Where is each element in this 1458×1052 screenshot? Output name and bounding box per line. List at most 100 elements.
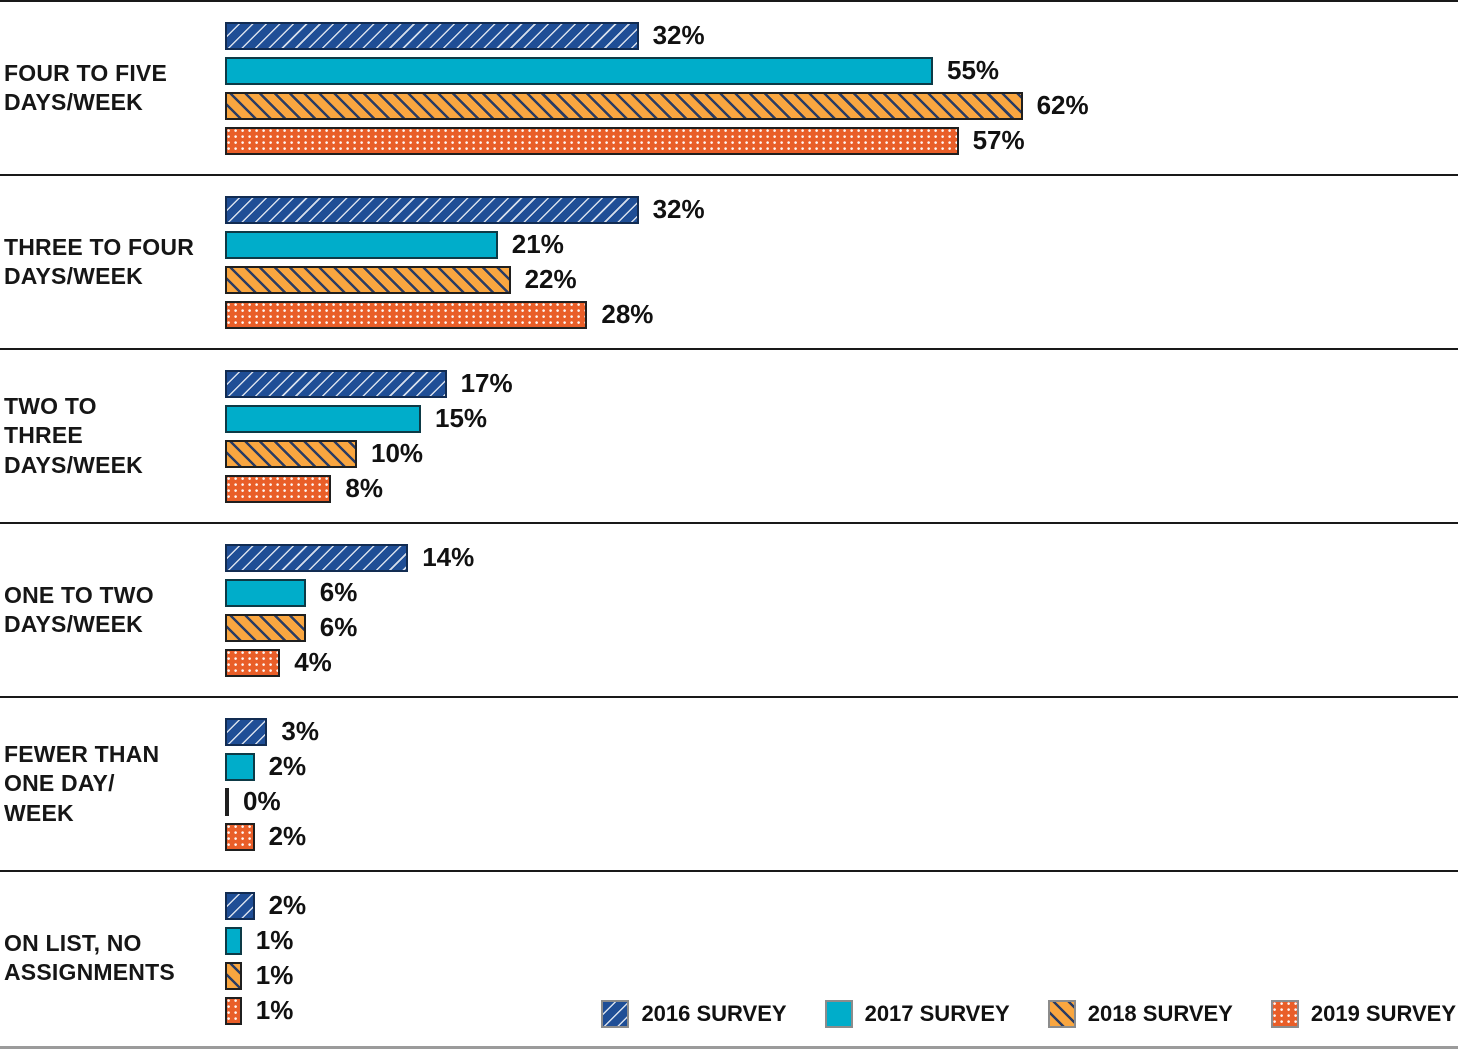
legend-label: 2019 SURVEY bbox=[1310, 1001, 1456, 1026]
bar-2016-survey bbox=[225, 543, 409, 572]
bar-row: 21% bbox=[225, 229, 1458, 259]
bar-group: 2% 1% 1% 1% bbox=[225, 872, 1458, 1044]
bar-2018-survey bbox=[225, 961, 242, 990]
bar-row: 1% bbox=[225, 960, 1458, 990]
value-label: 1% bbox=[255, 995, 294, 1025]
category-group: ONE TO TWO DAYS/WEEK 14% 6% 6% 4% bbox=[0, 522, 1458, 696]
bar-2018-survey bbox=[225, 613, 306, 642]
category-group: ON LIST, NO ASSIGNMENTS 2% 1% 1% 1% bbox=[0, 870, 1458, 1044]
bar-row: 3% bbox=[225, 716, 1458, 746]
bar-row: 1% bbox=[225, 995, 1458, 1025]
bar-row: 62% bbox=[225, 90, 1458, 120]
value-label: 17% bbox=[460, 368, 513, 398]
value-label: 14% bbox=[422, 542, 475, 572]
bar-2019-survey bbox=[225, 300, 588, 329]
legend-label: 2018 SURVEY bbox=[1087, 1001, 1233, 1026]
category-label: TWO TO THREE DAYS/WEEK bbox=[4, 392, 143, 478]
bar-row: 32% bbox=[225, 20, 1458, 50]
value-label: 28% bbox=[601, 299, 654, 329]
bar-2019-survey bbox=[225, 822, 255, 851]
bar-row: 55% bbox=[225, 55, 1458, 85]
value-label: 1% bbox=[255, 960, 294, 990]
bar-group: 32% 55% 62% 57% bbox=[225, 2, 1458, 174]
category-group: THREE TO FOUR DAYS/WEEK 32% 21% 22% 28% bbox=[0, 174, 1458, 348]
legend-swatch-2018-icon bbox=[1047, 1000, 1076, 1028]
bar-2018-survey bbox=[225, 265, 511, 294]
bar-row: 28% bbox=[225, 299, 1458, 329]
legend-label: 2016 SURVEY bbox=[641, 1001, 787, 1026]
value-label: 2% bbox=[268, 821, 307, 851]
bar-row: 6% bbox=[225, 612, 1458, 642]
legend: 2016 SURVEY 2017 SURVEY 2018 SURVEY 2019 SU… bbox=[601, 1000, 1456, 1028]
bar-row: 0% bbox=[225, 786, 1458, 816]
bar-row: 2% bbox=[225, 751, 1458, 781]
value-label: 32% bbox=[652, 20, 705, 50]
category-group: FEWER THAN ONE DAY/ WEEK 3% 2% 0% 2% bbox=[0, 696, 1458, 870]
legend-swatch-2016-icon bbox=[601, 1000, 630, 1028]
category-label: FEWER THAN ONE DAY/ WEEK bbox=[4, 740, 160, 826]
value-label: 15% bbox=[435, 403, 488, 433]
value-label: 32% bbox=[652, 194, 705, 224]
bar-row: 10% bbox=[225, 438, 1458, 468]
value-label: 10% bbox=[371, 438, 424, 468]
value-label: 0% bbox=[243, 786, 281, 816]
bar-row: 1% bbox=[225, 925, 1458, 955]
bar-2017-survey bbox=[225, 578, 306, 607]
bar-2019-survey bbox=[225, 126, 959, 155]
bar-row: 22% bbox=[225, 264, 1458, 294]
value-label: 2% bbox=[268, 890, 307, 920]
bar-2016-survey bbox=[225, 21, 639, 50]
bar-2017-survey bbox=[225, 752, 255, 781]
bar-2017-survey bbox=[225, 230, 498, 259]
category-label: ONE TO TWO DAYS/WEEK bbox=[4, 581, 154, 637]
legend-item-2019: 2019 SURVEY bbox=[1270, 1000, 1456, 1028]
bar-row: 2% bbox=[225, 890, 1458, 920]
category-label: ON LIST, NO ASSIGNMENTS bbox=[4, 929, 175, 985]
value-label: 57% bbox=[972, 125, 1025, 155]
category-group: FOUR TO FIVE DAYS/WEEK 32% 55% 62% 57% bbox=[0, 0, 1458, 174]
bar-row: 2% bbox=[225, 821, 1458, 851]
bar-2016-survey bbox=[225, 195, 639, 224]
value-label: 6% bbox=[319, 577, 358, 607]
bar-2017-survey bbox=[225, 404, 421, 433]
bar-group: 17% 15% 10% 8% bbox=[225, 350, 1458, 522]
value-label: 2% bbox=[268, 751, 307, 781]
bar-row: 15% bbox=[225, 403, 1458, 433]
legend-label: 2017 SURVEY bbox=[864, 1001, 1010, 1026]
bar-group: 14% 6% 6% 4% bbox=[225, 524, 1458, 696]
value-label: 22% bbox=[524, 264, 577, 294]
bar-row: 4% bbox=[225, 647, 1458, 677]
bar-2016-survey bbox=[225, 369, 447, 398]
bar-row: 6% bbox=[225, 577, 1458, 607]
bar-group: 3% 2% 0% 2% bbox=[225, 698, 1458, 870]
category-label: FOUR TO FIVE DAYS/WEEK bbox=[4, 59, 167, 115]
value-label: 4% bbox=[294, 647, 332, 677]
bar-2016-survey bbox=[225, 891, 255, 920]
category-label: THREE TO FOUR DAYS/WEEK bbox=[4, 233, 195, 289]
bar-2017-survey bbox=[225, 56, 933, 85]
bar-2019-survey bbox=[225, 996, 242, 1025]
value-label: 8% bbox=[345, 473, 383, 503]
bar-row: 57% bbox=[225, 125, 1458, 155]
bar-row: 32% bbox=[225, 194, 1458, 224]
bar-row: 14% bbox=[225, 542, 1458, 572]
legend-item-2016: 2016 SURVEY bbox=[601, 1000, 787, 1028]
value-label: 62% bbox=[1036, 90, 1089, 120]
bar-2019-survey bbox=[225, 648, 281, 677]
bar-2018-survey bbox=[225, 91, 1023, 120]
bar-2016-survey bbox=[225, 717, 268, 746]
bar-row: 8% bbox=[225, 473, 1458, 503]
value-label: 6% bbox=[319, 612, 358, 642]
bar-2019-survey bbox=[225, 474, 332, 503]
legend-swatch-2017-icon bbox=[824, 1000, 853, 1028]
bar-row: 17% bbox=[225, 368, 1458, 398]
legend-item-2017: 2017 SURVEY bbox=[824, 1000, 1010, 1028]
category-group: TWO TO THREE DAYS/WEEK 17% 15% 10% 8% bbox=[0, 348, 1458, 522]
value-label: 1% bbox=[255, 925, 294, 955]
value-label: 55% bbox=[947, 55, 1000, 85]
bar-2018-survey bbox=[225, 787, 229, 816]
legend-swatch-2019-icon bbox=[1270, 1000, 1299, 1028]
legend-item-2018: 2018 SURVEY bbox=[1047, 1000, 1233, 1028]
value-label: 3% bbox=[281, 716, 319, 746]
